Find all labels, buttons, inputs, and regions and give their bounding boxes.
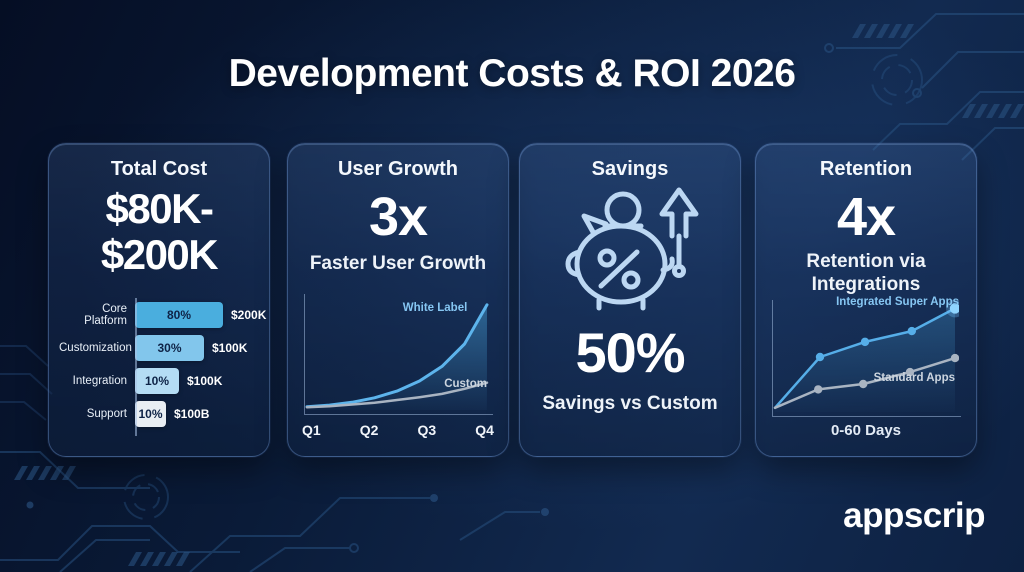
retention-xaxis-label: 0-60 Days <box>830 422 902 439</box>
bar-value-label: $200K <box>231 308 267 322</box>
bar-value-label: $100K <box>187 374 223 388</box>
total-cost-value-line1: $80K- <box>105 185 214 232</box>
tick-q1: Q1 <box>302 422 321 438</box>
series-label-integrated-super-apps: Integrated Super Apps <box>836 296 959 308</box>
bar-category-label: Customization <box>59 342 132 354</box>
retention-value: 4x <box>836 187 896 247</box>
bar-category-label: Integration <box>72 375 127 387</box>
quarter-tick-labels: Q1 Q2 Q3 Q4 <box>302 422 494 438</box>
bar-fill: 30% <box>135 335 204 361</box>
bar-percent-label: 10% <box>138 407 163 421</box>
bar-percent-label: 10% <box>144 374 170 388</box>
user-growth-value: 3x <box>368 187 428 247</box>
savings-subtitle: Savings vs Custom <box>542 393 718 414</box>
tick-q3: Q3 <box>417 422 437 438</box>
retention-chart-svg <box>773 299 964 412</box>
piggy-bank-savings-arrow-icon <box>565 187 699 311</box>
savings-icon-wrap <box>520 178 740 314</box>
retention-header: Retention <box>819 158 913 180</box>
user-growth-subtitle: Faster User Growth <box>309 253 487 274</box>
retention-line-chart: Integrated Super Apps Standard Apps <box>772 296 964 417</box>
appscrip-logo: appscrip <box>843 496 985 535</box>
total-cost-header: Total Cost <box>110 158 208 180</box>
bar-category-label: Core Platform <box>84 303 127 327</box>
bar-fill: 10% <box>135 368 179 394</box>
page-title: Development Costs & ROI 2026 <box>228 52 796 95</box>
series-label-custom: Custom <box>444 378 487 390</box>
user-growth-line-chart: White Label Custom <box>304 294 493 415</box>
bar-percent-label: 80% <box>166 308 192 322</box>
savings-value: 50% <box>575 321 685 384</box>
total-cost-bar-chart: Core Platform 80% $200K Customization 30% $10… <box>59 298 267 436</box>
bar-category-label: Support <box>86 408 127 420</box>
card-retention: Retention 4x Retention via Integrations … <box>755 143 977 457</box>
retention-subtitle-line1: Retention via <box>806 251 926 272</box>
total-cost-value-line2: $200K <box>100 231 219 279</box>
bar-value-label: $100K <box>212 341 248 355</box>
bar-value-label: $100B <box>174 407 210 421</box>
bar-row: Integration 10% $100K <box>59 368 263 394</box>
series-label-white-label: White Label <box>402 302 468 314</box>
bar-row: Customization 30% $100K <box>59 335 263 361</box>
total-cost-value: $80K- $200K <box>49 185 269 279</box>
user-growth-header: User Growth <box>337 158 459 180</box>
card-user-growth: User Growth 3x Faster User Growth White … <box>287 143 509 457</box>
card-savings: Savings 50% Savings vs Custom <box>519 143 741 457</box>
retention-subtitle-line2: Integrations <box>811 274 921 296</box>
retention-subtitle: Retention via Integrations <box>756 250 976 296</box>
bar-fill: 10% <box>135 401 166 427</box>
bar-percent-label: 30% <box>157 341 182 355</box>
series-label-standard-apps: Standard Apps <box>873 372 955 384</box>
bar-fill: 80% <box>135 302 223 328</box>
bar-row: Core Platform 80% $200K <box>59 302 267 328</box>
tick-q2: Q2 <box>359 422 379 438</box>
bar-row: Support 10% $100B <box>59 401 263 427</box>
tick-q4: Q4 <box>475 422 494 438</box>
savings-header: Savings <box>591 158 669 180</box>
user-growth-chart-svg <box>305 303 489 410</box>
card-total-cost: Total Cost $80K- $200K Core Platform 80% $… <box>48 143 270 457</box>
